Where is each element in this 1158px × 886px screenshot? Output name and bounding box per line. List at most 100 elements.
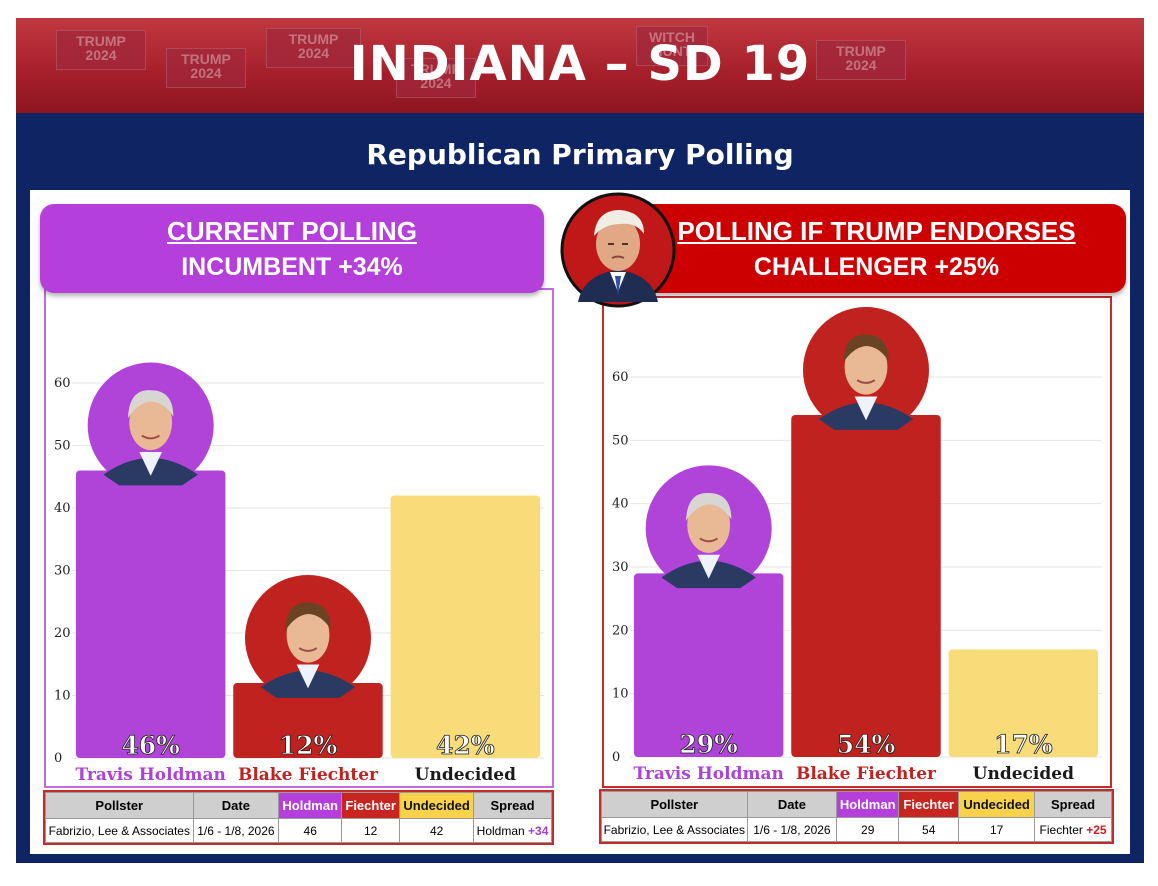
table-header-row: Pollster Date Holdman Fiechter Undecided… [45,792,552,819]
spread-value: +34 [528,823,549,838]
holdman-portrait-icon [87,362,214,489]
y-tick-label: 30 [54,564,71,579]
col-fiechter: Fiechter [341,792,401,819]
cell-spread: Holdman +34 [473,818,552,843]
holdman-portrait-shirt [697,554,721,579]
y-tick-label: 0 [54,751,62,766]
fiechter-portrait-icon [245,575,371,701]
trump-endorses-table: Pollster Date Holdman Fiechter Undecided… [599,789,1114,844]
title-banner: TRUMP 2024 TRUMP 2024 TRUMP 2024 TRUMP 2… [16,18,1144,113]
col-undecided: Undecided [958,791,1036,818]
fiechter-portrait-face [844,339,888,395]
holdman-portrait-shirt [139,451,163,476]
spread-value: +25 [1086,822,1107,837]
fiechter-portrait-shirt [296,664,320,689]
fiechter-portrait-shirt [854,396,878,421]
col-pollster: Pollster [601,791,748,818]
bar-value-label: 42% [436,731,495,760]
holdman-portrait-face [687,497,731,553]
spread-name: Fiechter [1039,822,1083,837]
y-tick-label: 50 [54,439,71,454]
fiechter-portrait-hair [285,602,331,631]
col-undecided: Undecided [399,792,475,819]
trump-portrait-icon [560,192,676,308]
bar-value-label: 17% [994,730,1053,759]
col-date: Date [192,792,280,819]
bar-travis-holdman [633,573,784,757]
y-tick-label: 50 [612,433,629,448]
trump-endorses-chart: 0 10 20 30 40 50 60 29% Travis Holdman 54% Blake F… [612,307,1102,784]
bar-value-label: 46% [121,731,180,760]
category-label: Travis Holdman [634,764,784,784]
cell-pollster: Fabrizio, Lee & Associates [601,817,748,842]
category-label: Undecided [973,764,1074,784]
y-tick-label: 20 [612,623,629,638]
cell-holdman: 46 [278,818,343,843]
fiechter-portrait-hair [843,334,889,363]
holdman-portrait-face [129,394,173,451]
table-header-row: Pollster Date Holdman Fiechter Undecided… [601,791,1112,818]
cell-date: 1/6 - 1/8, 2026 [746,817,838,842]
page-title: INDIANA – SD 19 [349,36,811,92]
holdman-portrait-mouth [141,434,161,440]
y-tick-label: 10 [54,689,71,704]
col-spread: Spread [473,792,552,819]
rally-sign: TRUMP 2024 [816,40,906,80]
trump-endorses-title: POLLING IF TRUMP ENDORSES [677,216,1076,246]
spread-name: Holdman [476,823,525,838]
col-spread: Spread [1034,791,1112,818]
current-polling-chart-frame: 0 10 20 30 40 50 60 46% Travis Holdman 12% Blake F… [44,288,554,788]
col-pollster: Pollster [45,792,194,819]
holdman-portrait-hair [685,493,732,521]
trump-endorses-chart-frame: 0 10 20 30 40 50 60 29% Travis Holdman 54% Blake F… [602,296,1112,788]
y-tick-label: 40 [54,501,71,516]
y-tick-label: 30 [612,560,629,575]
category-label: Blake Fiechter [238,765,379,785]
cell-holdman: 29 [836,817,900,842]
cell-pollster: Fabrizio, Lee & Associates [45,818,194,843]
rally-sign: TRUMP 2024 [396,58,476,98]
trump-endorses-subtitle: CHALLENGER +25% [753,253,1000,281]
rally-sign: TRUMP 2024 [56,30,146,70]
current-polling-subtitle: INCUMBENT +34% [181,253,403,281]
table-row: Fabrizio, Lee & Associates 1/6 - 1/8, 20… [601,817,1112,842]
rally-sign: TRUMP 2024 [266,28,361,68]
sign-text: TRUMP 2024 [181,51,231,81]
table-row: Fabrizio, Lee & Associates 1/6 - 1/8, 20… [45,818,552,843]
trump-endorses-header: POLLING IF TRUMP ENDORSES CHALLENGER +25… [597,204,1126,293]
fiechter-portrait-face [286,607,330,663]
category-label: Travis Holdman [76,765,226,785]
bar-blake-fiechter [233,683,383,758]
bar-undecided [948,649,1099,757]
current-polling-title: CURRENT POLLING [167,216,417,246]
bar-value-label: 12% [279,731,338,760]
page-subtitle: Republican Primary Polling [366,138,794,171]
rally-sign: WITCH HUNT [636,26,708,66]
col-holdman: Holdman [836,791,900,818]
category-label: Blake Fiechter [796,764,937,784]
bar-blake-fiechter [791,415,941,757]
current-polling-table: Pollster Date Holdman Fiechter Undecided… [43,790,554,845]
cell-fiechter: 54 [898,817,960,842]
bar-value-label: 54% [837,730,896,759]
sign-text: TRUMP 2024 [76,33,126,63]
y-tick-label: 20 [54,626,71,641]
rally-sign: TRUMP 2024 [166,48,246,88]
y-tick-label: 60 [612,370,629,385]
sign-text: TRUMP 2024 [411,61,461,91]
holdman-portrait-hair [127,390,174,418]
bar-travis-holdman [75,470,226,758]
current-polling-header: CURRENT POLLING INCUMBENT +34% [40,204,544,293]
y-tick-label: 40 [612,497,629,512]
col-holdman: Holdman [278,792,343,819]
cell-spread: Fiechter +25 [1034,817,1112,842]
cell-undecided: 17 [958,817,1036,842]
sign-text: TRUMP 2024 [288,31,339,61]
holdman-portrait-mouth [699,537,719,543]
holdman-portrait-icon [645,465,772,592]
cell-undecided: 42 [399,818,475,843]
sign-text: TRUMP 2024 [836,43,886,73]
bar-undecided [390,495,541,758]
y-tick-label: 10 [612,687,629,702]
sign-text: WITCH HUNT [649,29,695,59]
